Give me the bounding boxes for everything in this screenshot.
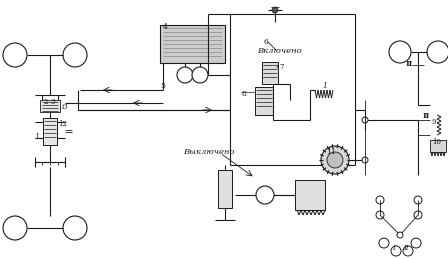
Circle shape <box>391 246 401 256</box>
Text: II: II <box>406 60 413 68</box>
Circle shape <box>414 196 422 204</box>
Bar <box>160 25 225 63</box>
Circle shape <box>389 41 411 63</box>
Circle shape <box>411 238 421 248</box>
Text: 4: 4 <box>163 23 168 31</box>
Text: 1: 1 <box>34 133 39 141</box>
Circle shape <box>256 186 274 204</box>
Text: Включено: Включено <box>257 47 302 55</box>
Text: 5: 5 <box>160 82 165 90</box>
Text: 1: 1 <box>322 82 327 90</box>
Circle shape <box>362 117 368 123</box>
Text: II: II <box>403 244 409 252</box>
Circle shape <box>376 196 384 204</box>
Text: 9: 9 <box>432 118 436 126</box>
Bar <box>262 62 278 84</box>
Circle shape <box>3 216 27 240</box>
Text: 8: 8 <box>241 90 246 98</box>
Text: 12: 12 <box>58 120 67 128</box>
Circle shape <box>3 43 27 67</box>
Circle shape <box>63 43 87 67</box>
Circle shape <box>192 67 208 83</box>
Text: I: I <box>392 244 395 252</box>
Text: i3: i3 <box>62 103 69 111</box>
Circle shape <box>177 67 193 83</box>
Circle shape <box>63 216 87 240</box>
Circle shape <box>379 238 389 248</box>
Text: 3: 3 <box>50 98 54 106</box>
Text: 7: 7 <box>279 63 284 71</box>
Text: Выключено: Выключено <box>183 148 234 156</box>
Text: II: II <box>423 112 430 120</box>
Circle shape <box>397 232 403 238</box>
Circle shape <box>362 157 368 163</box>
Circle shape <box>321 146 349 174</box>
Circle shape <box>414 211 422 219</box>
Text: 10: 10 <box>432 138 441 146</box>
Circle shape <box>272 7 278 13</box>
Circle shape <box>376 211 384 219</box>
Circle shape <box>403 246 413 256</box>
Text: 6: 6 <box>264 38 269 46</box>
Bar <box>218 170 232 208</box>
Bar <box>295 180 325 210</box>
Circle shape <box>327 152 343 168</box>
Bar <box>40 100 60 112</box>
Circle shape <box>427 41 448 63</box>
Text: 2: 2 <box>43 98 47 106</box>
Bar <box>255 87 273 115</box>
Bar <box>43 118 57 145</box>
Bar <box>430 140 446 152</box>
Text: 11: 11 <box>326 148 336 156</box>
